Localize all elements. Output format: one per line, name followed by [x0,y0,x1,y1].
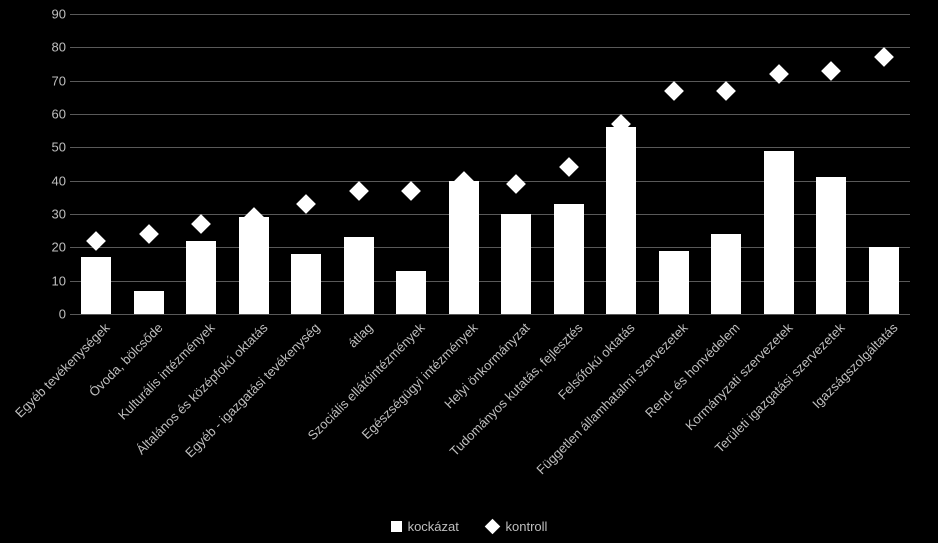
y-tick-label: 80 [40,40,66,55]
x-tick-label: Rend- és honvédelem [642,320,743,421]
bar [396,14,426,314]
x-tick-label: átlag [345,320,376,351]
y-tick-label: 70 [40,73,66,88]
bar [501,14,531,314]
y-tick-label: 60 [40,107,66,122]
bar [344,14,374,314]
bar [711,14,741,314]
bar [816,14,846,314]
legend-bar-label: kockázat [408,519,459,534]
y-tick-label: 50 [40,140,66,155]
x-tick-label: Kulturális intézmények [115,320,218,423]
x-tick-label: Kormányzati szervezetek [682,320,795,433]
y-tick-label: 90 [40,7,66,22]
bar [606,14,636,314]
y-tick-label: 40 [40,173,66,188]
y-tick-label: 30 [40,207,66,222]
y-tick-label: 0 [40,307,66,322]
x-axis-labels: Egyéb tevékenységekÓvoda, bölcsődeKultur… [70,320,910,490]
bar [449,14,479,314]
y-tick-label: 10 [40,273,66,288]
bar [186,14,216,314]
legend-diamond-swatch [484,519,500,535]
legend-item-bar: kockázat [391,519,459,534]
gridline [70,314,910,315]
legend-item-diamond: kontroll [487,519,548,534]
plot-area: 0102030405060708090 [70,14,910,314]
legend-bar-swatch [391,521,402,532]
bar [764,14,794,314]
bar [239,14,269,314]
bar [134,14,164,314]
x-tick-label: Egyéb tevékenységek [12,320,113,421]
bar [291,14,321,314]
legend: kockázat kontroll [0,519,938,535]
bar [81,14,111,314]
bar [659,14,689,314]
legend-diamond-label: kontroll [506,519,548,534]
y-tick-label: 20 [40,240,66,255]
